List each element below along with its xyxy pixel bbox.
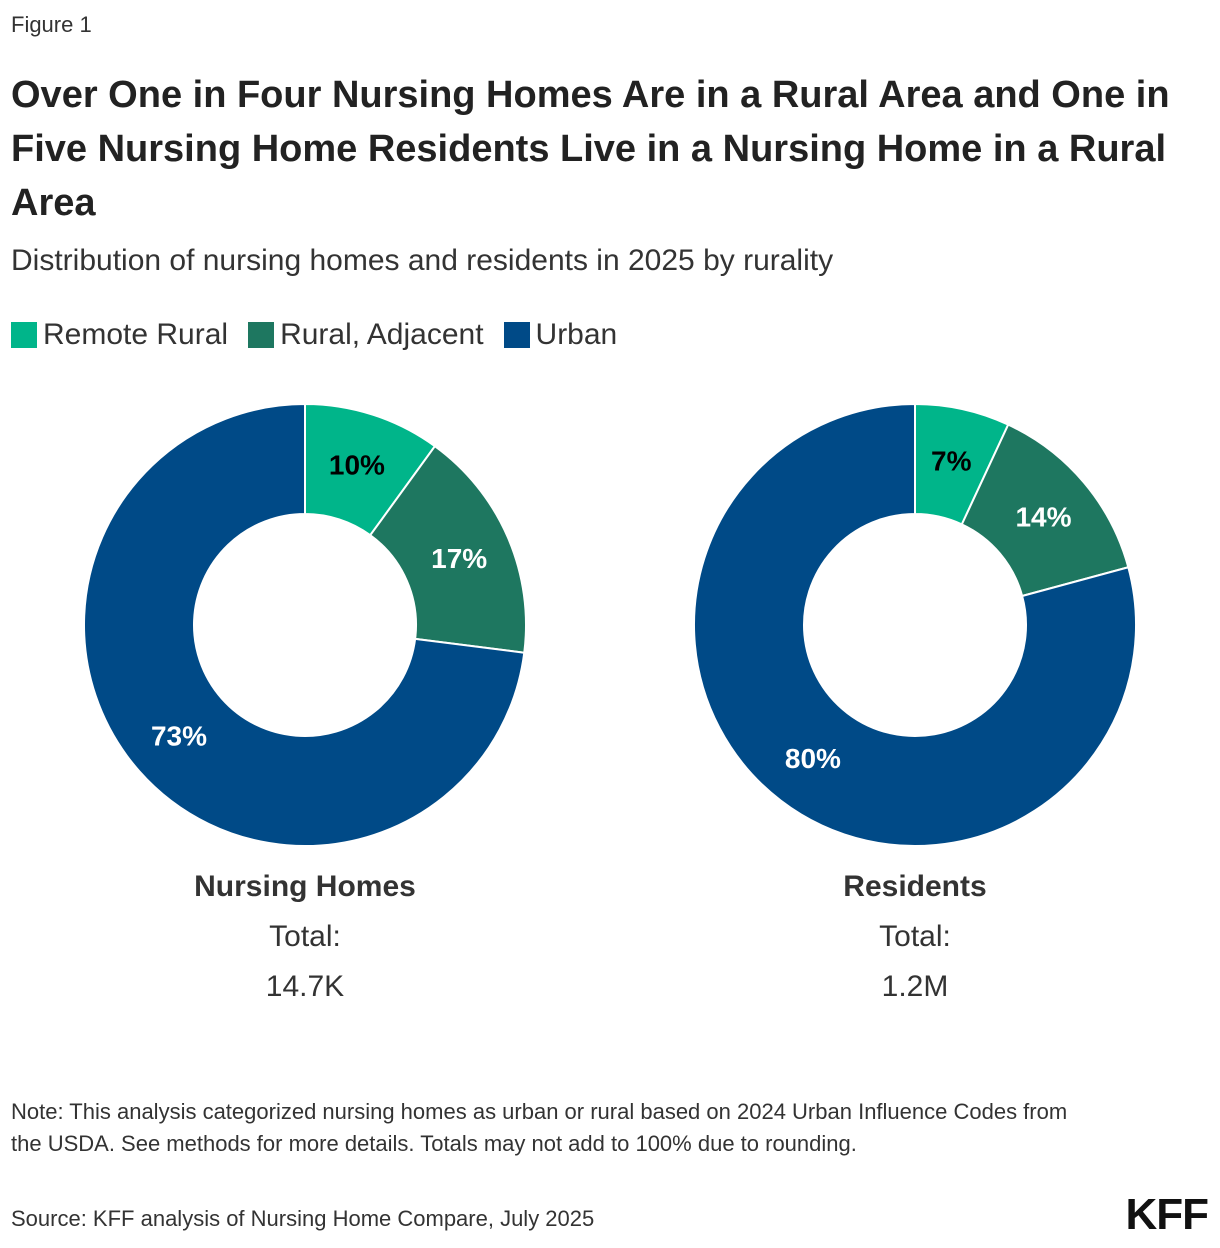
legend-label-urban: Urban xyxy=(535,318,618,351)
donut-residents: 7% 14% 80% xyxy=(693,402,1137,847)
data-label-residents-rural-adjacent: 14% xyxy=(1015,501,1071,532)
legend-label-rural-adjacent: Rural, Adjacent xyxy=(280,318,484,351)
legend-swatch-remote-rural xyxy=(11,322,37,348)
caption-title-nursing-homes: Nursing Homes xyxy=(194,870,416,903)
figure-label: Figure 1 xyxy=(11,12,92,37)
footnote: Note: This analysis categorized nursing … xyxy=(11,1099,1068,1156)
caption-residents: Residents Total: 1.2M xyxy=(715,862,1115,1012)
chart-title: Over One in Four Nursing Homes Are in a … xyxy=(11,74,1170,224)
caption-total-value-residents: 1.2M xyxy=(881,970,949,1003)
donut-nursing-homes: 10% 17% 73% xyxy=(83,402,527,847)
kff-logo: KFF xyxy=(1125,1190,1209,1239)
caption-total-value-nursing-homes: 14.7K xyxy=(265,970,345,1003)
legend-label-remote-rural: Remote Rural xyxy=(43,318,229,351)
legend: Remote Rural Rural, Adjacent Urban xyxy=(11,318,637,352)
data-label-nursing-homes-rural-adjacent: 17% xyxy=(431,543,487,574)
legend-swatch-urban xyxy=(503,322,530,348)
slice-nursing-homes-urban xyxy=(83,402,526,847)
caption-title-residents: Residents xyxy=(843,870,987,903)
legend-item-rural-adjacent: Rural, Adjacent xyxy=(248,318,484,352)
legend-swatch-rural-adjacent xyxy=(248,322,275,348)
data-label-residents-remote-rural: 7% xyxy=(931,445,972,476)
slice-residents-urban xyxy=(693,402,1137,847)
slice-nursing-homes-rural-adjacent xyxy=(368,444,527,654)
data-label-residents-urban: 80% xyxy=(785,743,841,774)
caption-total-label-nursing-homes: Total: xyxy=(269,920,341,953)
chart-subtitle: Distribution of nursing homes and reside… xyxy=(11,244,834,277)
source-note: Source: KFF analysis of Nursing Home Com… xyxy=(11,1206,595,1231)
donut-charts: 10% 17% 73% 7% 14% 80% xyxy=(83,402,1137,847)
legend-item-remote-rural: Remote Rural xyxy=(11,318,228,352)
data-label-nursing-homes-remote-rural: 10% xyxy=(329,450,385,481)
caption-total-label-residents: Total: xyxy=(879,920,951,953)
legend-item-urban: Urban xyxy=(503,318,618,352)
data-label-nursing-homes-urban: 73% xyxy=(151,721,207,752)
caption-nursing-homes: Nursing Homes Total: 14.7K xyxy=(105,862,505,1012)
